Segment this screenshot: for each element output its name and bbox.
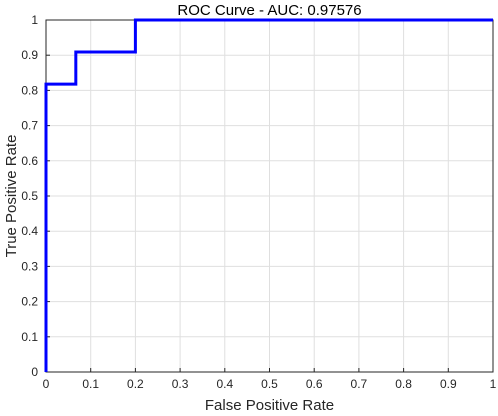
x-tick-label: 0.5 [261,377,278,391]
chart-title: ROC Curve - AUC: 0.97576 [177,2,361,19]
x-tick-label: 0.4 [216,377,233,391]
y-tick-label: 0.5 [21,189,38,203]
x-tick-label: 1 [490,377,497,391]
y-tick-label: 0.2 [21,295,38,309]
y-tick-label: 0.7 [21,119,38,133]
axis-ticks: 0 0.1 0.2 0.3 0.4 0.5 0.6 0.7 0.8 0.9 1 0 0.1 0.2 0.3 0… [21,13,496,391]
y-tick-label: 0.6 [21,154,38,168]
y-tick-label: 0.1 [21,330,38,344]
y-tick-label: 1 [31,13,38,27]
x-tick-label: 0 [43,377,50,391]
x-tick-label: 0.6 [306,377,323,391]
x-tick-label: 0.7 [351,377,368,391]
y-tick-label: 0.8 [21,83,38,97]
roc-curve-line [44,18,493,372]
x-tick-label: 0.2 [127,377,144,391]
x-axis-label: False Positive Rate [205,397,334,414]
x-tick-label: 0.3 [172,377,189,391]
x-tick-label: 0.9 [440,377,457,391]
x-tick-label: 0.1 [82,377,99,391]
y-axis-label: True Positive Rate [3,135,20,258]
series-group [44,18,493,372]
x-tick-label: 0.8 [395,377,412,391]
y-tick-label: 0.4 [21,224,38,238]
y-tick-label: 0.9 [21,48,38,62]
y-tick-label: 0.3 [21,259,38,273]
y-tick-label: 0 [31,365,38,379]
